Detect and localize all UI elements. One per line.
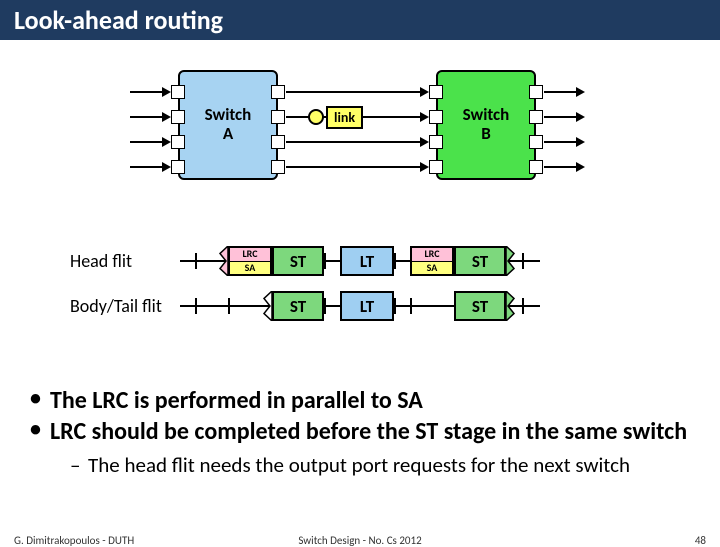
port-icon bbox=[529, 135, 543, 149]
zigzag-icon bbox=[262, 291, 272, 321]
arrow-head-icon bbox=[420, 87, 429, 97]
port-icon bbox=[429, 160, 443, 174]
arrow-head-icon bbox=[162, 162, 171, 172]
stage-lt: LT bbox=[340, 246, 394, 276]
switch-a-box: SwitchA bbox=[178, 70, 278, 180]
port-icon bbox=[171, 135, 185, 149]
stage-lrc_sa: LRCSA bbox=[228, 246, 272, 276]
arrow-line bbox=[544, 91, 578, 93]
stage-lt: LT bbox=[340, 291, 394, 321]
arrow-head-icon bbox=[576, 137, 585, 147]
link-dot-icon bbox=[308, 109, 324, 125]
bullet-list: The LRC is performed in parallel to SA L… bbox=[0, 386, 720, 478]
switch-b-box: SwitchB bbox=[436, 70, 536, 180]
zigzag-icon bbox=[506, 246, 516, 276]
port-icon bbox=[171, 110, 185, 124]
switch-a-label: SwitchA bbox=[205, 106, 252, 143]
port-icon bbox=[271, 110, 285, 124]
arrow-line bbox=[286, 141, 422, 143]
arrow-head-icon bbox=[162, 112, 171, 122]
switch-b-label: SwitchB bbox=[463, 106, 510, 143]
arrow-line bbox=[544, 116, 578, 118]
pipeline-diagram: Head flit Body/Tail flit LRCSASTLTLRCSAS… bbox=[0, 236, 720, 356]
footer-right: 48 bbox=[695, 534, 706, 547]
port-icon bbox=[271, 85, 285, 99]
page-title: Look-ahead routing bbox=[0, 0, 720, 40]
port-icon bbox=[171, 160, 185, 174]
port-icon bbox=[271, 135, 285, 149]
arrow-head-icon bbox=[420, 137, 429, 147]
stage-st: ST bbox=[454, 246, 506, 276]
tick-mark bbox=[522, 298, 524, 314]
arrow-head-icon bbox=[576, 162, 585, 172]
stage-st: ST bbox=[272, 291, 324, 321]
bullet-1: The LRC is performed in parallel to SA bbox=[26, 386, 694, 415]
stage-lrc_sa: LRCSA bbox=[410, 246, 454, 276]
stage-st: ST bbox=[272, 246, 324, 276]
tick-mark bbox=[410, 298, 412, 314]
port-icon bbox=[271, 160, 285, 174]
bullet-2: LRC should be completed before the ST st… bbox=[26, 417, 694, 446]
arrow-line bbox=[286, 91, 422, 93]
arrow-head-icon bbox=[420, 112, 429, 122]
port-icon bbox=[171, 85, 185, 99]
arrow-head-icon bbox=[162, 137, 171, 147]
port-icon bbox=[429, 85, 443, 99]
footer-center: Switch Design - No. Cs 2012 bbox=[0, 534, 720, 547]
arrow-head-icon bbox=[576, 87, 585, 97]
port-icon bbox=[529, 85, 543, 99]
port-icon bbox=[529, 110, 543, 124]
arrow-line bbox=[544, 141, 578, 143]
arrow-head-icon bbox=[162, 87, 171, 97]
head-flit-label: Head flit bbox=[70, 250, 132, 272]
tick-mark bbox=[394, 253, 396, 269]
tick-mark bbox=[228, 298, 230, 314]
stage-st: ST bbox=[454, 291, 506, 321]
arrow-head-icon bbox=[576, 112, 585, 122]
tick-mark bbox=[522, 253, 524, 269]
port-icon bbox=[429, 135, 443, 149]
switch-diagram: SwitchA SwitchB link bbox=[0, 58, 720, 228]
tick-mark bbox=[324, 298, 326, 314]
tick-mark bbox=[394, 298, 396, 314]
arrow-line bbox=[130, 116, 164, 118]
zigzag-icon bbox=[506, 291, 516, 321]
link-label: link bbox=[326, 106, 363, 129]
port-icon bbox=[429, 110, 443, 124]
arrow-line bbox=[286, 166, 422, 168]
arrow-head-icon bbox=[420, 162, 429, 172]
body-tail-flit-label: Body/Tail flit bbox=[70, 295, 162, 317]
arrow-line bbox=[130, 166, 164, 168]
tick-mark bbox=[324, 253, 326, 269]
tick-mark bbox=[195, 298, 197, 314]
tick-mark bbox=[195, 253, 197, 269]
port-icon bbox=[529, 160, 543, 174]
zigzag-icon bbox=[218, 246, 228, 276]
arrow-line bbox=[130, 141, 164, 143]
bullet-2-sub: The head flit needs the output port requ… bbox=[70, 452, 694, 478]
arrow-line bbox=[130, 91, 164, 93]
arrow-line bbox=[544, 166, 578, 168]
